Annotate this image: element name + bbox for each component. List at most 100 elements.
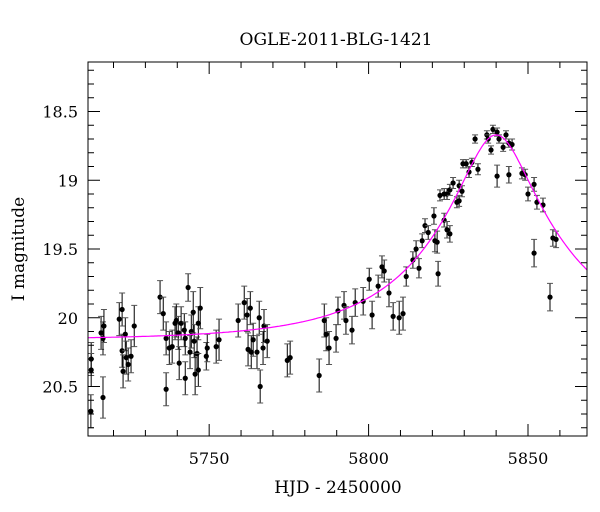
data-point [525,191,531,197]
data-point [182,375,188,381]
data-point [157,294,163,300]
data-point [169,344,175,350]
data-point [100,394,106,401]
data-point [494,173,500,179]
data-point [381,268,387,274]
data-point [216,337,222,343]
y-tick-label: 18.5 [42,103,78,122]
data-point [366,276,372,282]
data-point [175,330,181,336]
data-point [122,331,128,337]
data-point [128,353,134,359]
data-point [203,353,209,359]
y-tick-label: 20 [58,309,78,328]
data-point [197,305,203,311]
data-point [422,223,428,229]
data-point [181,327,187,333]
data-point [187,349,193,355]
data-point [185,284,191,291]
data-point [459,188,465,194]
y-tick-label: 19.5 [42,240,78,259]
data-point [425,229,431,236]
data-point [264,338,270,344]
data-point [163,335,169,341]
data-point [509,141,515,148]
data-point [244,312,250,318]
data-point [119,348,125,354]
data-point [463,161,469,167]
data-point [235,317,241,324]
data-point [254,349,260,355]
data-point [204,345,210,351]
data-point [287,355,293,361]
data-point [494,129,500,135]
data-point [192,371,198,377]
data-point [250,337,256,343]
data-point [323,331,329,337]
model-curve [88,134,588,339]
x-tick-label: 5800 [348,449,389,468]
x-axis-label: HJD - 2450000 [274,478,402,498]
data-point [456,198,462,204]
data-point [257,383,263,390]
data-point [88,408,94,414]
data-point [326,345,332,351]
data-point [506,172,512,178]
data-point [416,265,422,271]
data-point [431,213,437,219]
data-point [182,335,188,341]
data-point [503,132,509,138]
data-point [123,355,129,361]
data-point [247,305,253,311]
data-point [447,231,453,237]
data-point [349,327,355,333]
data-point [413,246,419,252]
data-point [321,317,327,324]
data-point [369,312,375,318]
data-point [343,317,349,324]
data-point [190,309,196,315]
data-point [88,367,94,373]
y-axis-label: I magnitude [9,197,29,301]
data-point [375,283,381,289]
data-point [119,306,125,313]
data-point [176,360,182,366]
data-point [410,257,416,263]
data-point [500,144,506,150]
data-point [386,290,392,296]
data-point [163,386,169,392]
data-point [435,271,441,277]
chart-title: OGLE-2011-BLG-1421 [240,30,433,50]
data-point [125,361,131,368]
data-point [333,335,339,341]
x-tick-label: 5750 [189,449,230,468]
data-point [260,345,266,351]
data-point [173,317,179,324]
data-point [98,330,104,336]
data-point [160,311,166,317]
data-point [531,181,537,187]
plot-frame [87,61,588,437]
data-point [241,300,247,306]
y-tick-label: 19 [58,171,78,190]
data-point [195,367,201,373]
data-point [100,335,106,341]
data-point [496,136,502,142]
data-point [434,239,440,245]
data-point [131,323,137,329]
data-point [316,372,322,379]
data-point [390,313,396,319]
y-tick-label: 20.5 [42,378,78,397]
data-point [256,315,262,321]
data-point [547,294,553,300]
data-point [248,349,254,355]
data-point [396,315,402,321]
data-point [488,147,494,153]
data-point [419,238,425,244]
data-point [120,368,126,374]
x-tick-label: 5850 [508,449,549,468]
data-point [444,227,450,233]
data-point [379,264,385,270]
data-point [437,192,443,198]
